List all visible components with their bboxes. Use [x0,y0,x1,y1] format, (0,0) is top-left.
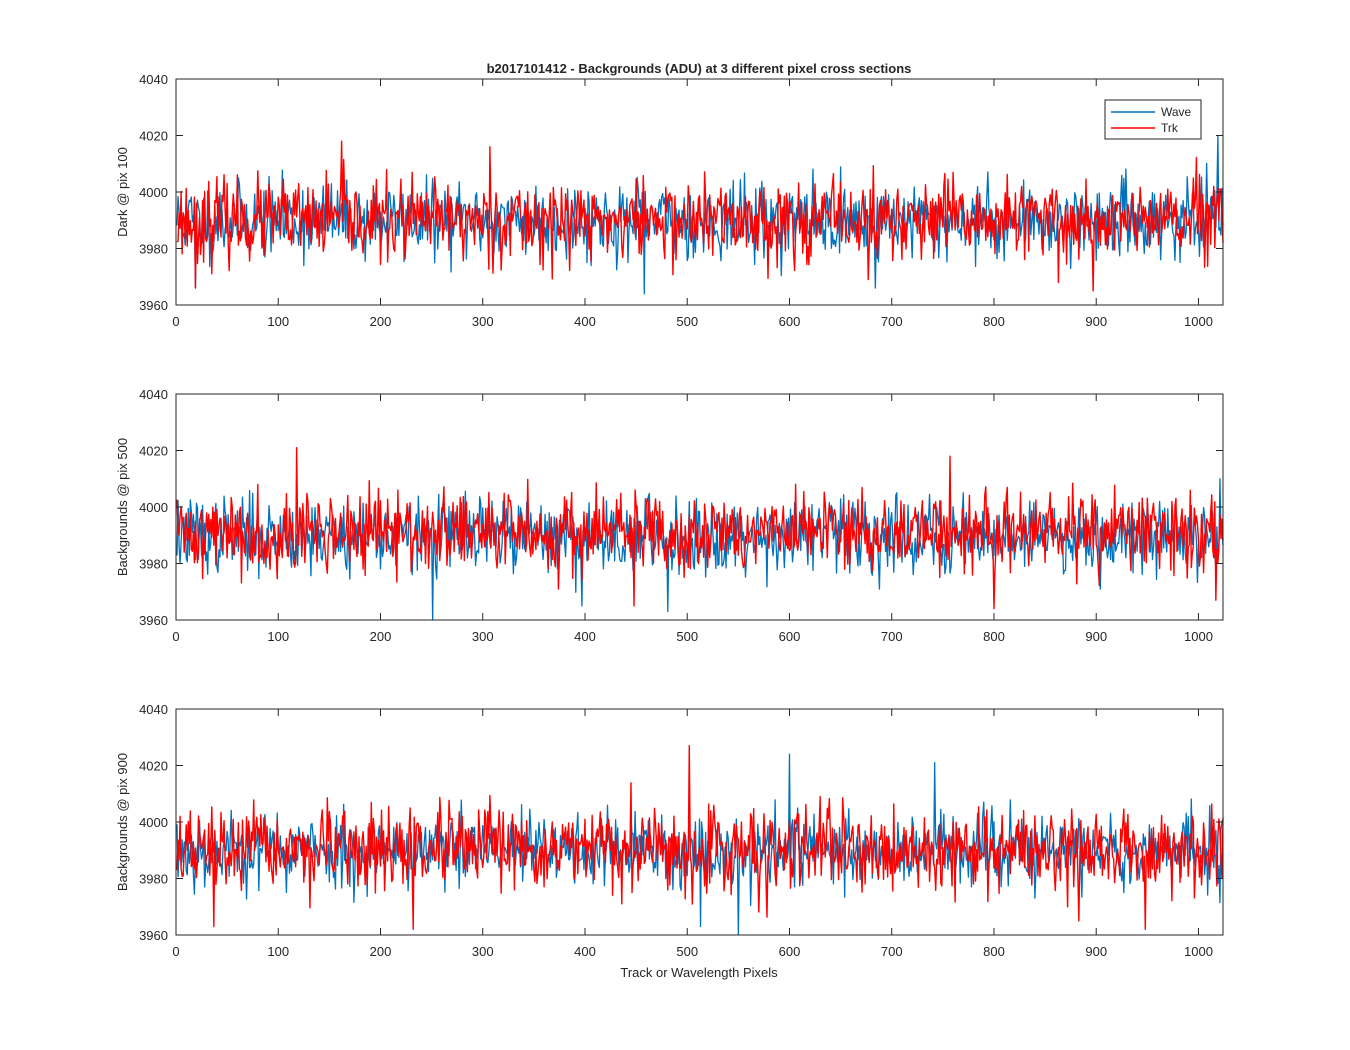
x-tick-label: 800 [983,944,1005,959]
y-tick-label: 4040 [139,702,168,717]
y-tick-label: 3960 [139,928,168,943]
x-tick-label: 900 [1085,629,1107,644]
subplot-1: 0 100 200 300 400 500 600 700 800 900 1000 3960 3980… [115,72,1224,329]
y-axis-label: Backgrounds @ pix 500 [115,438,130,576]
y-tick-label: 4040 [139,387,168,402]
x-tick-label: 100 [267,314,289,329]
plot-area [176,394,1223,620]
x-tick-label: 1000 [1184,314,1213,329]
x-tick-label: 400 [574,629,596,644]
x-tick-label: 300 [472,314,494,329]
subplot-3: 0 100 200 300 400 500 600 700 800 900 1000 3960 3980… [115,702,1224,959]
series-line-trk [176,446,1224,610]
x-tick-label: 700 [881,629,903,644]
y-tick-label: 4020 [139,129,168,144]
x-tick-label: 600 [779,314,801,329]
series-line-trk [176,745,1224,931]
legend: Wave Trk [1104,99,1202,140]
y-axis-label: Dark @ pix 100 [115,147,130,237]
plot-area [176,79,1223,305]
x-tick-label: 1000 [1184,944,1213,959]
x-tick-label: 1000 [1184,629,1213,644]
legend-label-wave: Wave [1161,105,1192,119]
figure-title: b2017101412 - Backgrounds (ADU) at 3 dif… [487,61,912,76]
y-tick-label: 4000 [139,815,168,830]
y-tick-label: 3960 [139,298,168,313]
y-tick-label: 3980 [139,872,168,887]
series-line-trk [176,140,1224,292]
x-tick-label: 200 [370,629,392,644]
y-tick-label: 3980 [139,242,168,257]
legend-box [1104,99,1202,140]
x-tick-label: 300 [472,629,494,644]
subplot-2: 0 100 200 300 400 500 600 700 800 900 1000 3960 3980… [115,387,1224,644]
x-tick-label: 500 [676,944,698,959]
x-tick-label: 900 [1085,944,1107,959]
subplots: 0 100 200 300 400 500 600 700 800 900 100039603980… [115,72,1224,959]
x-tick-label: 600 [779,944,801,959]
y-tick-label: 4000 [139,500,168,515]
x-tick-label: 700 [881,314,903,329]
x-tick-label: 500 [676,314,698,329]
y-tick-label: 3980 [139,557,168,572]
x-axis-label: Track or Wavelength Pixels [620,965,778,980]
x-tick-label: 800 [983,629,1005,644]
x-tick-label: 100 [267,629,289,644]
x-tick-label: 400 [574,944,596,959]
y-tick-label: 4000 [139,185,168,200]
x-tick-label: 0 [172,314,179,329]
x-tick-label: 300 [472,944,494,959]
x-tick-label: 0 [172,629,179,644]
x-tick-label: 900 [1085,314,1107,329]
x-tick-label: 0 [172,944,179,959]
x-tick-label: 800 [983,314,1005,329]
x-tick-label: 200 [370,944,392,959]
x-tick-label: 600 [779,629,801,644]
legend-label-trk: Trk [1161,121,1179,135]
x-tick-label: 200 [370,314,392,329]
x-tick-label: 500 [676,629,698,644]
x-tick-label: 100 [267,944,289,959]
y-tick-label: 3960 [139,613,168,628]
x-tick-label: 700 [881,944,903,959]
series-line-wave [176,478,1224,621]
x-tick-label: 400 [574,314,596,329]
y-tick-label: 4020 [139,444,168,459]
y-tick-label: 4040 [139,72,168,87]
y-tick-label: 4020 [139,759,168,774]
y-axis-label: Backgrounds @ pix 900 [115,753,130,891]
